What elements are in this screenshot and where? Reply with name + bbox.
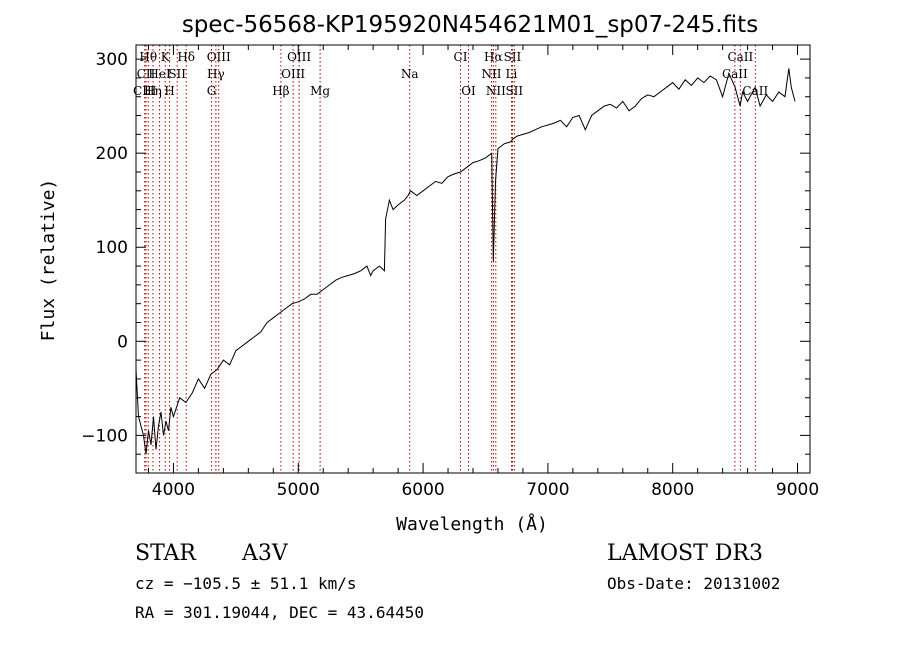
line-label-16: Na — [401, 67, 419, 81]
line-label-27: CaII — [742, 84, 768, 98]
line-label-3: Hη — [144, 84, 162, 98]
line-label-26: CaII — [722, 67, 748, 81]
coordinates: RA = 301.19044, DEC = 43.64450 — [135, 603, 424, 622]
line-label-1: CII — [137, 67, 156, 81]
spectrum-series-line — [135, 68, 796, 455]
line-label-14: Hβ — [272, 84, 289, 98]
x-tick-label-3: 7000 — [526, 480, 569, 500]
x-tick-label-5: 9000 — [776, 480, 819, 500]
line-label-20: NII — [481, 67, 501, 81]
y-tick-label-2: 100 — [96, 238, 128, 258]
line-label-19: Hα — [484, 50, 503, 64]
x-tick-label-0: 4000 — [152, 480, 195, 500]
line-label-25: CaII — [727, 50, 753, 64]
line-label-4: K — [161, 50, 171, 64]
x-axis: 4000 5000 6000 7000 8000 9000 — [147, 45, 819, 500]
object-subclass: A3V — [241, 541, 289, 566]
y-tick-label-3: 200 — [96, 144, 128, 164]
line-label-8: SII — [168, 67, 186, 81]
chart-title: spec-56568-KP195920N454621M01_sp07-245.f… — [182, 12, 758, 38]
line-label-13: OIII — [281, 67, 305, 81]
line-label-23: Li — [506, 67, 518, 81]
redshift-velocity: cz = −105.5 ± 51.1 km/s — [135, 574, 357, 593]
spectral-line-markers — [144, 45, 756, 473]
y-tick-label-4: 300 — [96, 50, 128, 70]
line-label-15: Mg — [310, 84, 330, 98]
line-label-22: SII — [504, 50, 522, 64]
line-label-18: OI — [461, 84, 476, 98]
line-label-6: H — [164, 84, 174, 98]
x-axis-label: Wavelength (Å) — [396, 513, 548, 535]
y-axis: −100 0 100 200 300 — [81, 50, 810, 455]
line-label-24: SII — [505, 84, 523, 98]
plot-frame — [135, 44, 811, 474]
line-label-2: CIII — [133, 84, 157, 98]
line-label-21: NII — [486, 84, 506, 98]
x-tick-label-4: 8000 — [651, 480, 694, 500]
observation-date: Obs-Date: 20131002 — [607, 574, 780, 593]
line-label-5: HeI — [148, 67, 171, 81]
line-label-7: Hδ — [177, 50, 195, 64]
y-tick-label-0: −100 — [81, 426, 128, 446]
survey-name: LAMOST DR3 — [607, 541, 763, 566]
line-label-9: OIII — [207, 50, 231, 64]
object-class: STAR — [135, 541, 197, 566]
x-tick-label-2: 6000 — [401, 480, 444, 500]
line-label-17: CI — [454, 50, 468, 64]
line-label-11: G — [207, 84, 217, 98]
line-label-12: OIII — [287, 50, 311, 64]
y-axis-label: Flux (relative) — [38, 179, 59, 342]
y-tick-label-1: 0 — [117, 332, 128, 352]
x-tick-label-1: 5000 — [277, 480, 320, 500]
line-label-10: Hγ — [207, 67, 225, 81]
line-label-0: Hθ — [139, 50, 157, 64]
